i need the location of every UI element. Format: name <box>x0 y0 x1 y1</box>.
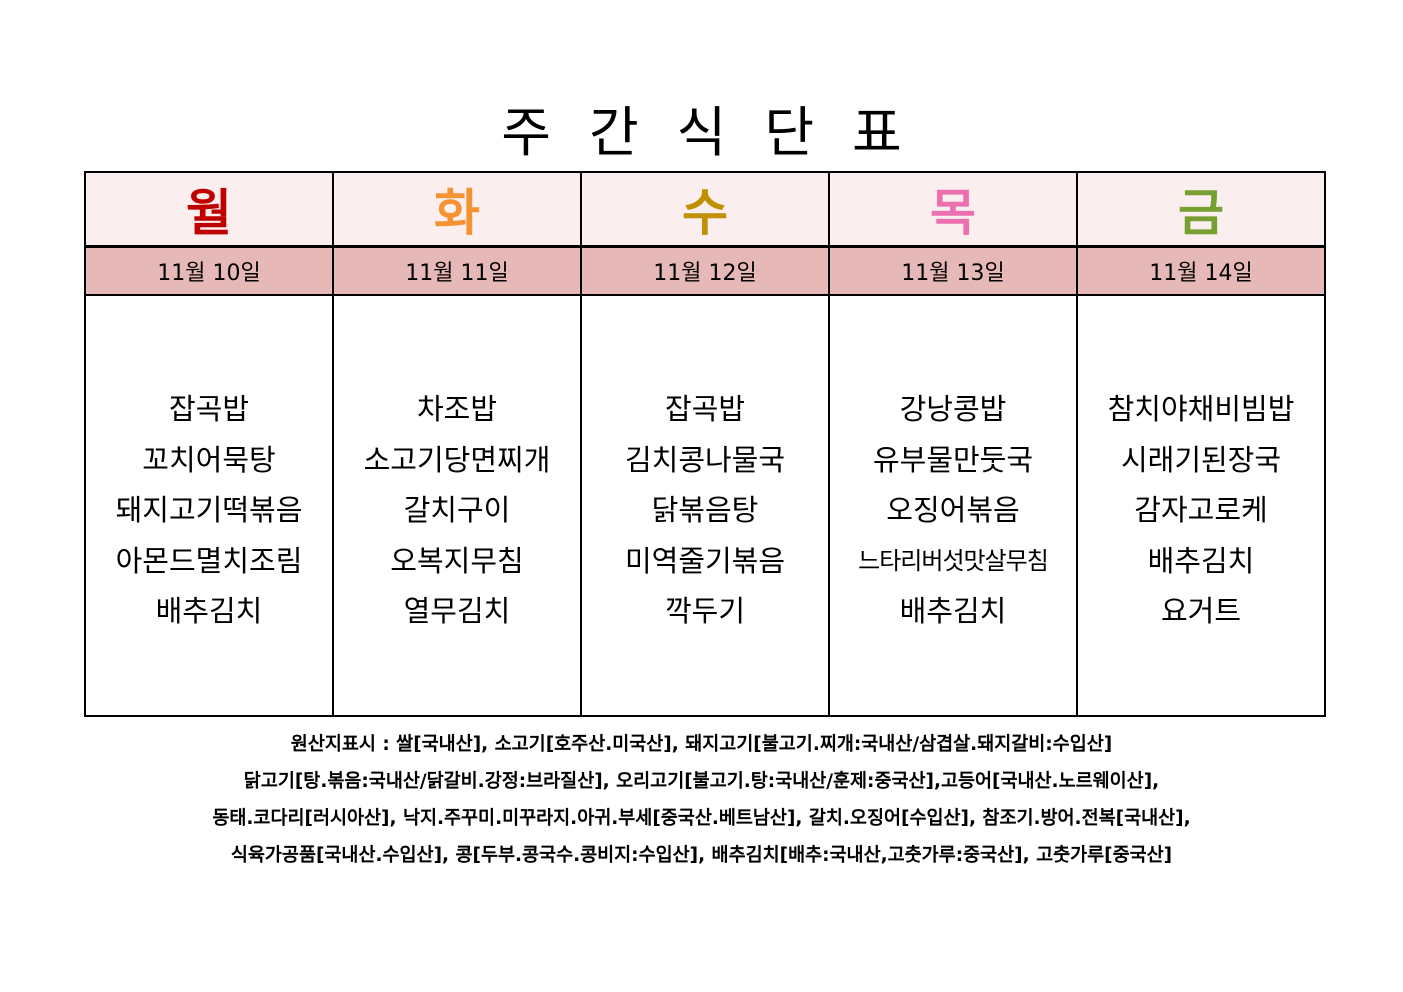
menu-item: 참치야채비빔밥 <box>1107 392 1295 426</box>
day-thu: 목 <box>828 171 1078 248</box>
origin-notice: 원산지표시 : 쌀[국내산], 소고기[호주산.미국산], 돼지고기[불고기.찌… <box>0 726 1403 874</box>
menu-item: 갈치구이 <box>403 493 511 527</box>
menu-item: 오징어볶음 <box>886 493 1020 527</box>
date-thu: 11월 13일 <box>828 245 1078 296</box>
menu-item: 느타리버섯맛살무침 <box>858 546 1049 575</box>
menu-table: 월 화 수 목 금 11월 10일 11월 11일 11월 12일 11월 13… <box>84 171 1326 717</box>
menu-item: 잡곡밥 <box>664 392 746 426</box>
menu-item: 배추김치 <box>155 594 263 628</box>
menu-item: 요거트 <box>1160 594 1242 628</box>
menu-wed: 잡곡밥 김치콩나물국 닭볶음탕 미역줄기볶음 깍두기 <box>580 294 830 717</box>
menu-item: 아몬드멸치조림 <box>115 543 303 578</box>
menu-item: 유부물만둣국 <box>872 442 1034 477</box>
origin-line: 닭고기[탕.볶음:국내산/닭갈비.강정:브라질산], 오리고기[불고기.탕:국내… <box>243 771 1160 792</box>
day-fri: 금 <box>1076 171 1326 248</box>
menu-item: 꼬치어묵탕 <box>142 442 276 477</box>
menu-item: 잡곡밥 <box>168 392 250 426</box>
menu-item: 돼지고기떡볶음 <box>115 493 303 527</box>
day-wed: 수 <box>580 171 830 248</box>
menu-item: 열무김치 <box>403 594 511 628</box>
day-label: 월 <box>186 184 232 242</box>
menu-item: 미역줄기볶음 <box>624 543 786 578</box>
menu-row: 잡곡밥 꼬치어묵탕 돼지고기떡볶음 아몬드멸치조림 배추김치 차조밥 소고기당면… <box>84 294 1326 717</box>
day-header-row: 월 화 수 목 금 <box>84 171 1326 248</box>
day-tue: 화 <box>332 171 582 248</box>
day-label: 목 <box>930 184 976 242</box>
date-mon: 11월 10일 <box>84 245 334 296</box>
menu-item: 오복지무침 <box>390 543 524 578</box>
origin-line: 식육가공품[국내산.수입산], 콩[두부.콩국수.콩비지:수입산], 배추김치[… <box>230 845 1173 866</box>
menu-item: 깍두기 <box>664 594 746 628</box>
date-tue: 11월 11일 <box>332 245 582 296</box>
menu-item: 시래기된장국 <box>1120 442 1282 477</box>
menu-item: 배추김치 <box>1147 543 1255 578</box>
page-title: 주간식단표 <box>501 101 940 164</box>
menu-thu: 강낭콩밥 유부물만둣국 오징어볶음 느타리버섯맛살무침 배추김치 <box>828 294 1078 717</box>
date-wed: 11월 12일 <box>580 245 830 296</box>
day-label: 금 <box>1178 184 1224 242</box>
menu-item: 강낭콩밥 <box>899 392 1007 426</box>
menu-item: 닭볶음탕 <box>651 493 759 527</box>
origin-line: 동태.코다리[러시아산], 낙지.주꾸미.미꾸라지.아귀.부세[중국산.베트남산… <box>212 808 1191 829</box>
menu-item: 차조밥 <box>416 392 498 426</box>
menu-item: 감자고로케 <box>1134 493 1268 527</box>
menu-fri: 참치야채비빔밥 시래기된장국 감자고로케 배추김치 요거트 <box>1076 294 1326 717</box>
menu-mon: 잡곡밥 꼬치어묵탕 돼지고기떡볶음 아몬드멸치조림 배추김치 <box>84 294 334 717</box>
day-mon: 월 <box>84 171 334 248</box>
day-label: 화 <box>434 184 480 242</box>
date-fri: 11월 14일 <box>1076 245 1326 296</box>
origin-line: 원산지표시 : 쌀[국내산], 소고기[호주산.미국산], 돼지고기[불고기.찌… <box>290 734 1113 755</box>
menu-tue: 차조밥 소고기당면찌개 갈치구이 오복지무침 열무김치 <box>332 294 582 717</box>
menu-item: 배추김치 <box>899 594 1007 628</box>
day-label: 수 <box>682 184 728 242</box>
menu-item: 김치콩나물국 <box>624 442 786 477</box>
menu-item: 소고기당면찌개 <box>363 442 551 477</box>
date-row: 11월 10일 11월 11일 11월 12일 11월 13일 11월 14일 <box>84 245 1326 296</box>
